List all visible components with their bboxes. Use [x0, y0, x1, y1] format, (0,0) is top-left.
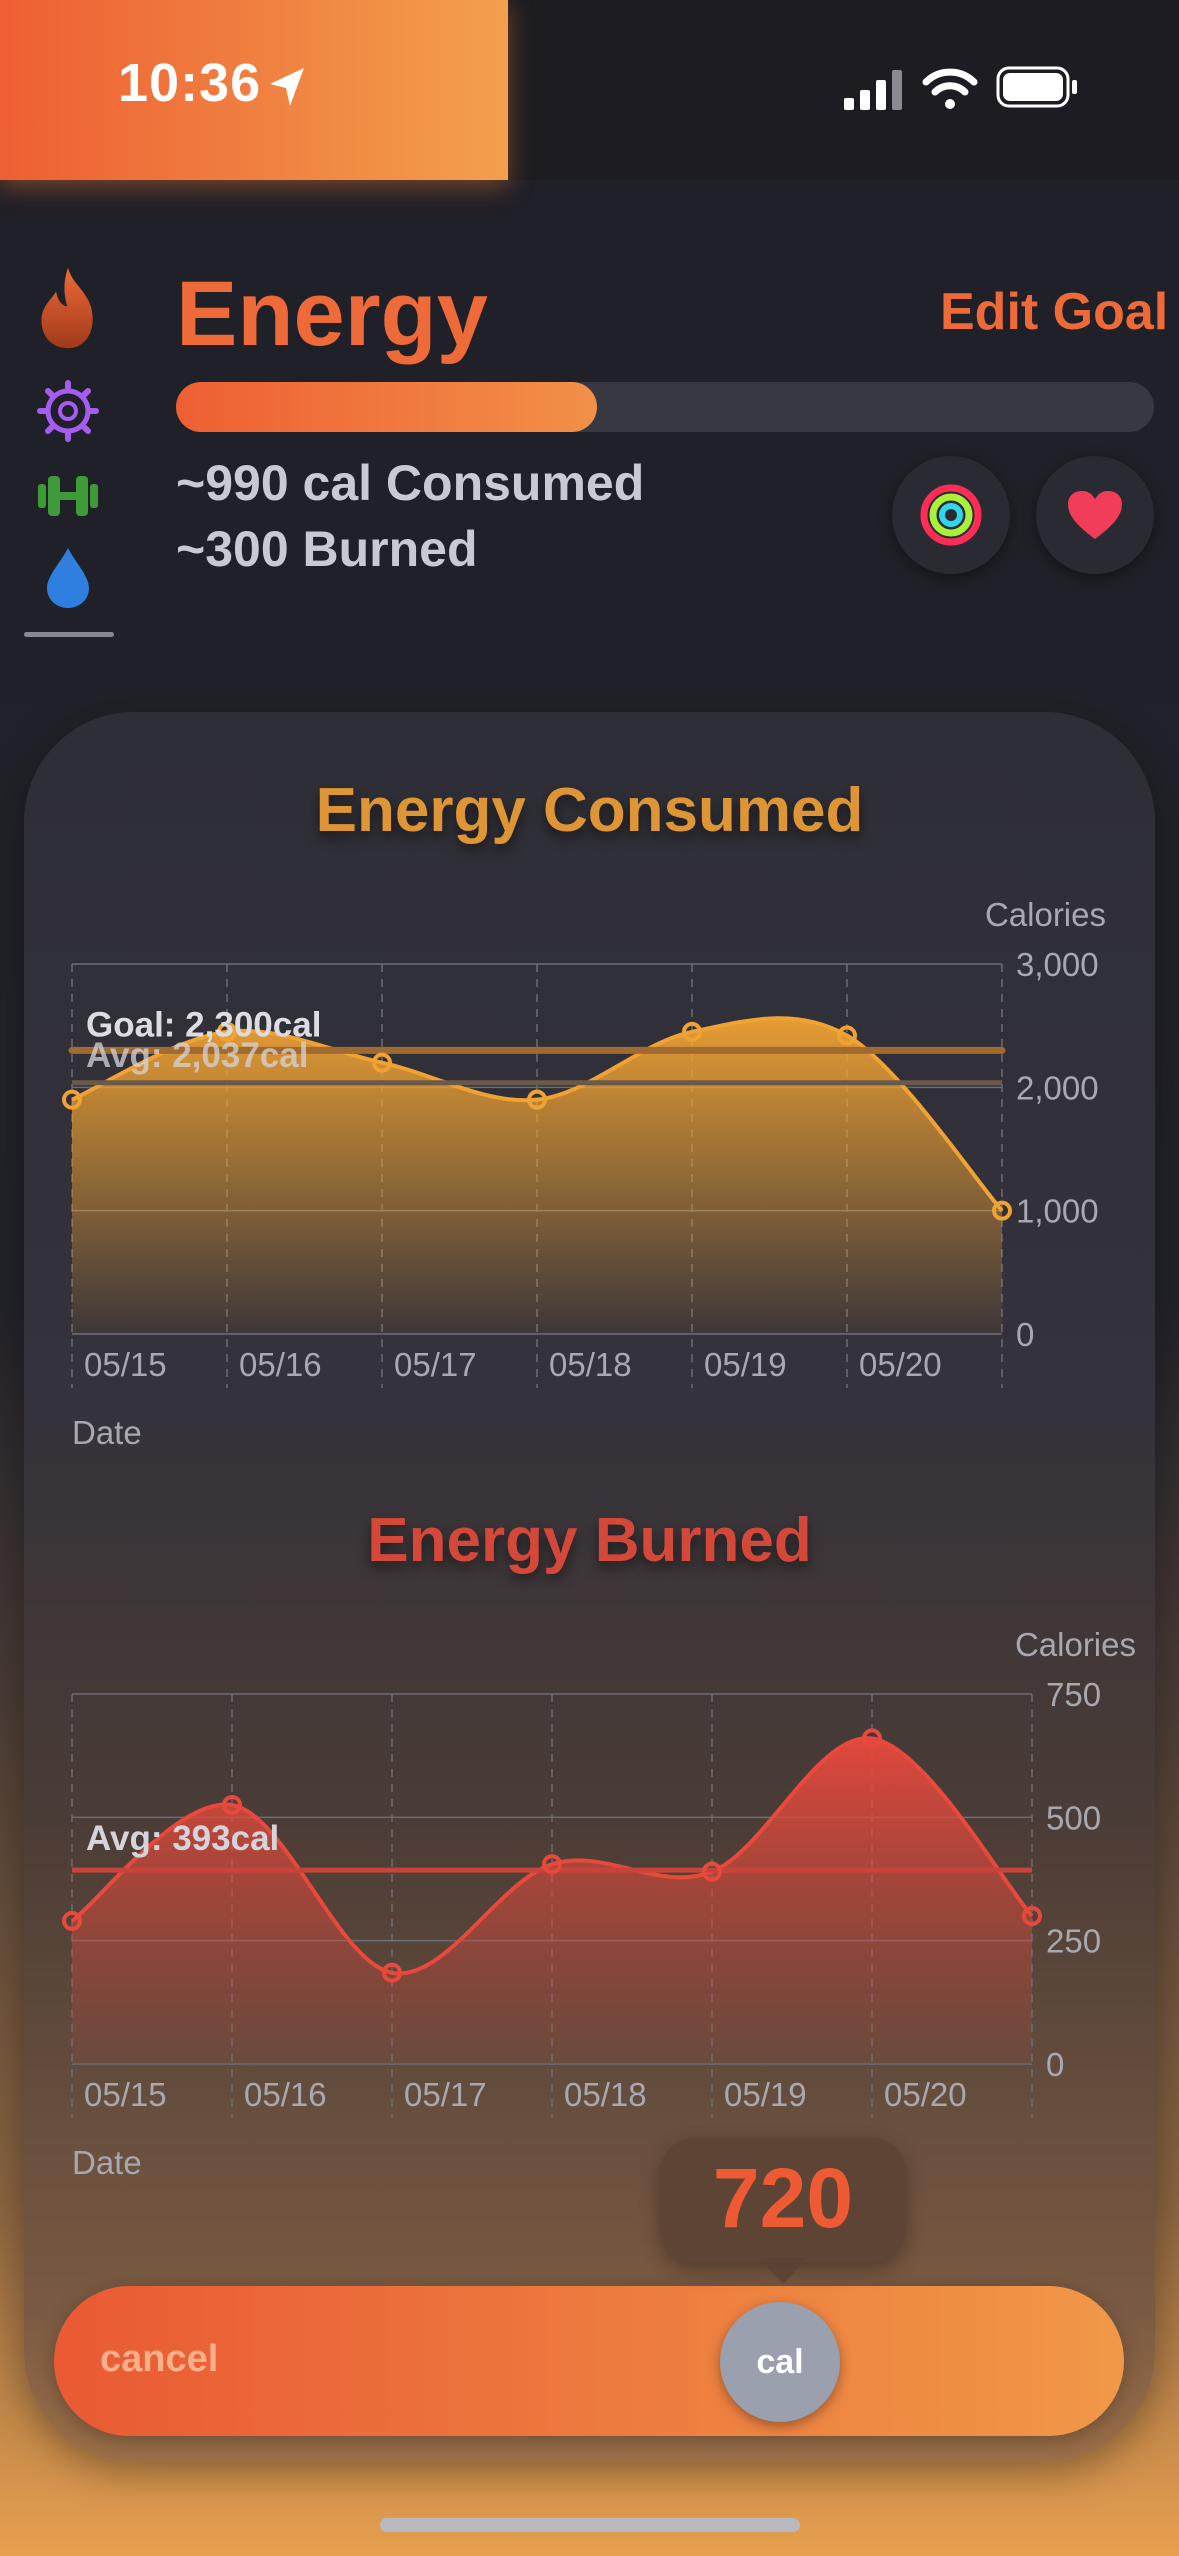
dumbbell-icon[interactable] — [36, 470, 100, 522]
calorie-entry-slider[interactable] — [54, 2286, 1124, 2436]
chart1-data-point — [382, 1962, 402, 1983]
chart1-x-tick-label: 05/16 — [244, 2076, 327, 2113]
chart0-data-point — [372, 1052, 392, 1073]
activity-rings-icon — [920, 484, 982, 546]
chart1-data-point — [222, 1795, 242, 1815]
chart0-x-tick-label: 05/15 — [84, 1346, 167, 1383]
chart0-x-tick-label: 05/20 — [859, 1346, 942, 1383]
chart0-data-point — [992, 1200, 1012, 1221]
chart0-x-tick-label: 05/18 — [549, 1346, 632, 1383]
value-bubble — [660, 2138, 906, 2262]
heart-icon — [1068, 491, 1122, 539]
status-time: 10:36 — [118, 53, 262, 113]
chart1-y-axis-label: Calories — [1015, 1626, 1136, 1663]
unit-label: cal — [756, 2342, 804, 2381]
chart1-series-area — [72, 1738, 1032, 2064]
chart1-y-tick-label: 500 — [1046, 1799, 1101, 1836]
water-drop-icon[interactable] — [36, 546, 100, 610]
chart0-x-tick-label: 05/19 — [704, 1346, 787, 1383]
chart0-y-tick-label: 2,000 — [1016, 1069, 1099, 1106]
chart1-data-point — [862, 1728, 882, 1749]
activity-rings-button[interactable] — [892, 456, 1010, 574]
entry-value: 720 — [712, 2151, 854, 2245]
chart0-avg-label: Avg: 2,037cal — [86, 1036, 308, 1075]
selected-indicator — [24, 632, 114, 637]
chart1-x-tick-label: 05/20 — [884, 2076, 967, 2113]
chart0-data-point — [527, 1089, 547, 1110]
wifi-icon — [922, 68, 978, 109]
goal-progress-fill — [176, 382, 597, 432]
chart0-data-point — [837, 1025, 857, 1046]
battery-icon — [996, 66, 1077, 108]
chart0-data-point — [62, 1089, 82, 1110]
chart0-series-line — [71, 1016, 1004, 1212]
chart1-avg-label: Avg: 393cal — [86, 1819, 279, 1858]
chart1-data-point — [1022, 1906, 1042, 1926]
burned-chart-title: Energy Burned — [367, 1506, 812, 1575]
chart0-data-point — [217, 1021, 237, 1042]
value-bubble-tail — [759, 2258, 807, 2284]
chart1-data-point — [702, 1861, 722, 1882]
chart1-series-line — [70, 1736, 1034, 1976]
chart1-x-tick-label: 05/17 — [404, 2076, 487, 2113]
chart0-y-tick-label: 3,000 — [1016, 946, 1099, 983]
chart1-y-tick-label: 0 — [1046, 2046, 1064, 2083]
chart1-data-point — [542, 1854, 562, 1875]
page-title: Energy — [176, 263, 488, 365]
consumed-summary: ~990 cal Consumed — [176, 455, 645, 511]
chart1-x-tick-label: 05/18 — [564, 2076, 647, 2113]
energy-consumed-chart: 0 1,000 2,000 3,000 05/15 05/16 05/17 05/18 05/1… — [62, 896, 1106, 1451]
chart1-y-tick-label: 750 — [1046, 1676, 1101, 1713]
edit-goal-button[interactable]: Edit Goal — [940, 283, 1169, 341]
home-indicator — [380, 2518, 800, 2532]
chart0-x-axis-label: Date — [72, 1414, 142, 1451]
chart1-x-tick-label: 05/19 — [724, 2076, 807, 2113]
chart0-series-area — [72, 1018, 1002, 1334]
chart0-y-axis-label: Calories — [985, 896, 1106, 933]
burned-summary: ~300 Burned — [176, 521, 478, 577]
consumed-chart-title: Energy Consumed — [315, 776, 864, 845]
cellular-signal-icon — [844, 70, 902, 110]
chart1-x-axis-label: Date — [72, 2144, 142, 2181]
chart0-x-tick-label: 05/16 — [239, 1346, 322, 1383]
chart0-x-tick-label: 05/17 — [394, 1346, 477, 1383]
location-arrow-icon — [270, 68, 304, 106]
charts-card — [24, 712, 1155, 2462]
chart0-y-tick-label: 1,000 — [1016, 1193, 1099, 1230]
chart0-y-tick-label: 0 — [1016, 1316, 1034, 1353]
chart1-y-tick-label: 250 — [1046, 1923, 1101, 1960]
status-bar-time-pill — [0, 0, 508, 180]
chart0-data-point — [682, 1021, 702, 1042]
chart1-data-point — [62, 1910, 82, 1931]
chart0-goal-label: Goal: 2,300cal — [86, 1005, 321, 1044]
energy-burned-chart: 0 250 500 750 05/15 05/16 05/17 05/18 05/19 05/20… — [62, 1626, 1136, 2181]
health-button[interactable] — [1036, 456, 1154, 574]
chart1-x-tick-label: 05/15 — [84, 2076, 167, 2113]
flame-icon[interactable] — [36, 262, 100, 354]
cancel-button[interactable]: cancel — [100, 2338, 219, 2380]
slider-knob[interactable]: cal — [720, 2302, 840, 2422]
gear-icon[interactable] — [36, 380, 100, 442]
